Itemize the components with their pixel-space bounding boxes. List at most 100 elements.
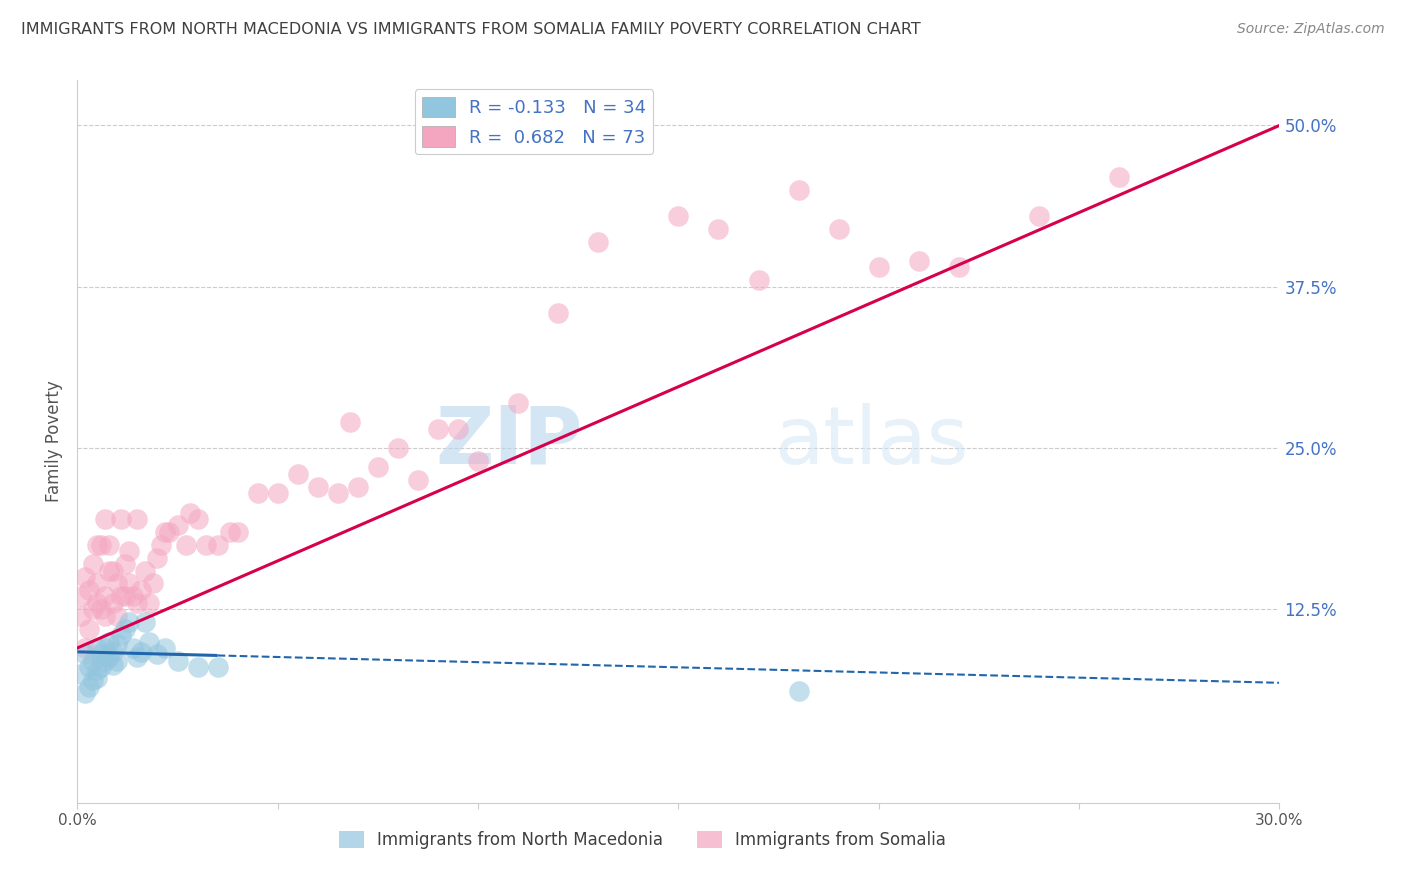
Point [246,486,269,500]
Point [267,486,290,500]
Point [131,582,153,597]
Point [146,550,169,565]
Point [70,666,93,681]
Point [86,538,108,552]
Legend: Immigrants from North Macedonia, Immigrants from Somalia: Immigrants from North Macedonia, Immigra… [332,824,952,856]
Point [948,260,970,275]
Point [868,260,890,275]
Point [122,590,145,604]
Point [787,683,810,698]
Point [75,686,97,700]
Point [122,640,145,655]
Text: ZIP: ZIP [434,402,582,481]
Point [90,648,112,662]
Point [90,660,112,674]
Point [114,622,136,636]
Point [114,590,136,604]
Point [127,650,149,665]
Point [107,637,129,651]
Point [110,628,132,642]
Point [107,608,129,623]
Point [367,460,389,475]
Point [86,640,108,655]
Point [186,512,209,526]
Point [103,564,125,578]
Point [339,415,361,429]
Point [447,422,470,436]
Point [107,654,129,668]
Point [406,473,429,487]
Point [103,645,125,659]
Point [138,596,160,610]
Point [75,570,97,584]
Point [75,648,97,662]
Point [668,209,690,223]
Point [194,538,217,552]
Point [98,564,121,578]
Point [86,663,108,677]
Point [467,454,489,468]
Point [127,596,149,610]
Point [707,221,730,235]
Point [155,640,177,655]
Point [110,590,132,604]
Point [118,576,141,591]
Point [75,640,97,655]
Point [82,654,104,668]
Point [226,524,249,539]
Point [134,564,156,578]
Point [828,221,851,235]
Point [166,654,188,668]
Point [787,183,810,197]
Point [166,518,188,533]
Text: Source: ZipAtlas.com: Source: ZipAtlas.com [1237,22,1385,37]
Point [127,512,149,526]
Point [90,602,112,616]
Point [114,557,136,571]
Point [94,608,117,623]
Point [307,480,329,494]
Point [94,512,117,526]
Point [159,524,181,539]
Point [118,544,141,558]
Point [287,467,309,481]
Point [118,615,141,630]
Point [588,235,610,249]
Point [107,576,129,591]
Point [70,590,93,604]
Point [79,582,101,597]
Point [179,506,201,520]
Point [142,576,165,591]
Point [103,657,125,672]
Point [908,253,931,268]
Point [86,576,108,591]
Point [326,486,349,500]
Point [103,596,125,610]
Point [79,622,101,636]
Point [110,512,132,526]
Point [82,673,104,688]
Point [90,538,112,552]
Point [146,648,169,662]
Point [70,608,93,623]
Point [138,634,160,648]
Point [508,396,530,410]
Point [98,650,121,665]
Point [748,273,770,287]
Point [94,590,117,604]
Point [82,602,104,616]
Point [86,596,108,610]
Point [94,640,117,655]
Point [387,441,409,455]
Point [98,634,121,648]
Point [1028,209,1050,223]
Point [347,480,370,494]
Point [207,538,229,552]
Point [131,645,153,659]
Point [86,671,108,685]
Point [1108,169,1130,184]
Point [79,660,101,674]
Point [207,660,229,674]
Point [79,680,101,694]
Text: atlas: atlas [775,402,969,481]
